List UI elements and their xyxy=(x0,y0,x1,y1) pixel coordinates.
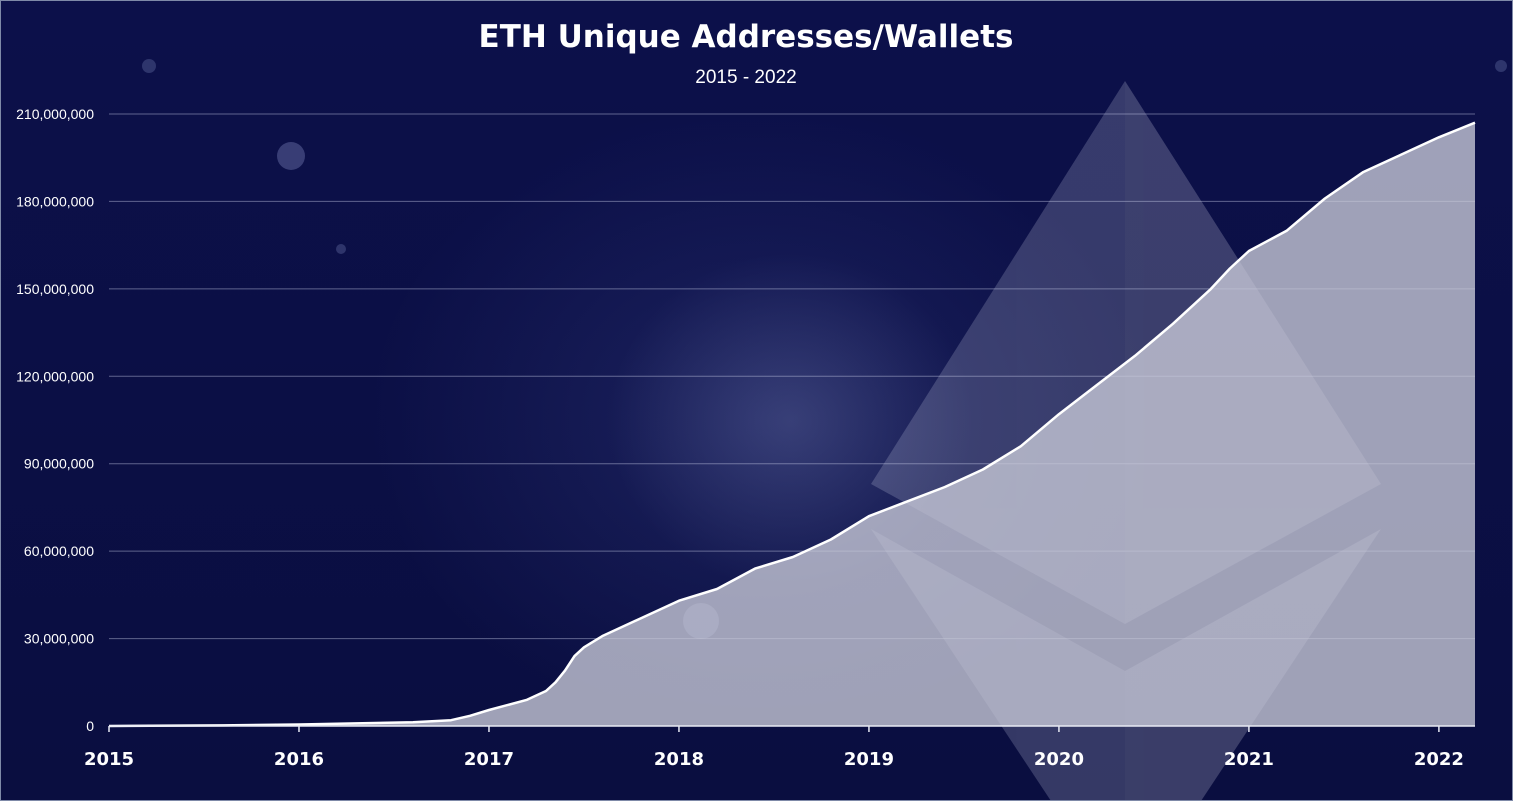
x-tick-label: 2016 xyxy=(274,749,324,770)
x-tick-label: 2017 xyxy=(464,749,514,770)
axes xyxy=(108,725,1475,732)
x-tick-label: 2020 xyxy=(1034,749,1084,770)
y-tick-label: 150,000,000 xyxy=(16,281,94,297)
series-area xyxy=(109,122,1475,726)
x-tick-label: 2022 xyxy=(1414,749,1464,770)
chart-title: ETH Unique Addresses/Wallets xyxy=(479,19,1014,55)
x-tick-label: 2018 xyxy=(654,749,704,770)
x-axis-tick-labels: 2015 2016 2017 2018 2019 2020 2021 2022 xyxy=(84,749,1464,770)
y-tick-label: 60,000,000 xyxy=(24,543,94,559)
series-line xyxy=(108,121,1476,728)
decor-dot xyxy=(277,142,305,170)
y-tick-label: 90,000,000 xyxy=(24,456,94,472)
chart-subtitle: 2015 - 2022 xyxy=(695,67,796,88)
y-axis-tick-labels: 0 30,000,000 60,000,000 90,000,000 120,000,0… xyxy=(16,106,94,734)
decor-dot xyxy=(142,59,156,73)
x-tick-label: 2021 xyxy=(1224,749,1274,770)
y-tick-label: 0 xyxy=(86,718,94,734)
decor-dot xyxy=(1495,60,1507,72)
area-layer xyxy=(108,121,1476,728)
y-tick-label: 210,000,000 xyxy=(16,106,94,122)
y-tick-label: 30,000,000 xyxy=(24,631,94,647)
x-tick-label: 2019 xyxy=(844,749,894,770)
x-tick-label: 2015 xyxy=(84,749,134,770)
y-tick-label: 120,000,000 xyxy=(16,368,94,384)
y-tick-label: 180,000,000 xyxy=(16,193,94,209)
decor-dot xyxy=(336,244,346,254)
